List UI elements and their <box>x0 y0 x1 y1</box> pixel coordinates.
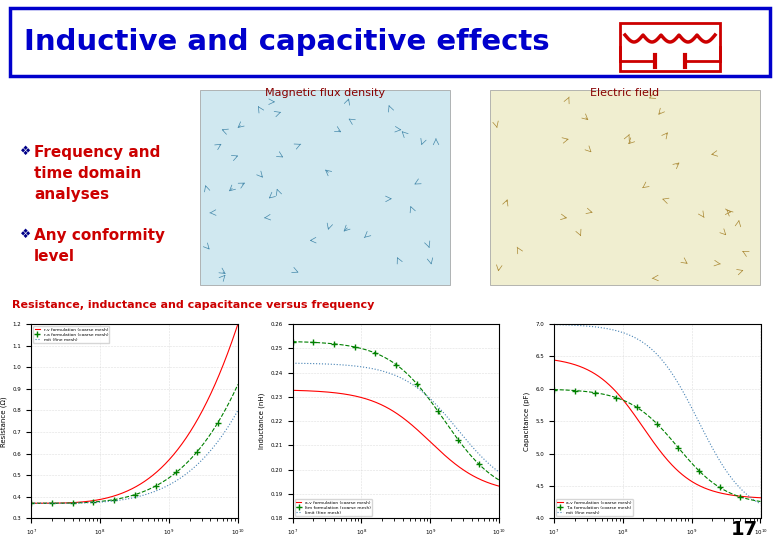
Y-axis label: Resistance (Ω): Resistance (Ω) <box>1 396 7 447</box>
Legend: r-v formulation (coarse mesh), r-a formulation (coarse mesh), mit (fine mesh): r-v formulation (coarse mesh), r-a formu… <box>34 326 109 343</box>
Text: ❖: ❖ <box>20 145 31 158</box>
Text: 17: 17 <box>731 520 758 539</box>
Legend: a-v formulation (coarse mesh), Itm formulation (coarse mesh), limit (fine mesh): a-v formulation (coarse mesh), Itm formu… <box>295 500 372 516</box>
Bar <box>200 90 450 285</box>
Text: Resistance, inductance and capacitance versus frequency: Resistance, inductance and capacitance v… <box>12 300 374 310</box>
Bar <box>490 90 760 285</box>
Y-axis label: Inductance (nH): Inductance (nH) <box>258 393 265 449</box>
Y-axis label: Capacitance (pF): Capacitance (pF) <box>523 392 530 451</box>
Text: ❖: ❖ <box>20 228 31 241</box>
Text: Magnetic flux density: Magnetic flux density <box>265 88 385 98</box>
Text: Any conformity
level: Any conformity level <box>34 228 165 264</box>
Bar <box>620 23 720 71</box>
Text: Electric field: Electric field <box>590 88 660 98</box>
Bar <box>10 8 770 76</box>
Legend: a-v formulation (coarse mesh), T-a formulation (coarse mesh), mit (fine mesh): a-v formulation (coarse mesh), T-a formu… <box>556 500 633 516</box>
Text: Frequency and
time domain
analyses: Frequency and time domain analyses <box>34 145 161 202</box>
Text: Inductive and capacitive effects: Inductive and capacitive effects <box>24 28 550 56</box>
